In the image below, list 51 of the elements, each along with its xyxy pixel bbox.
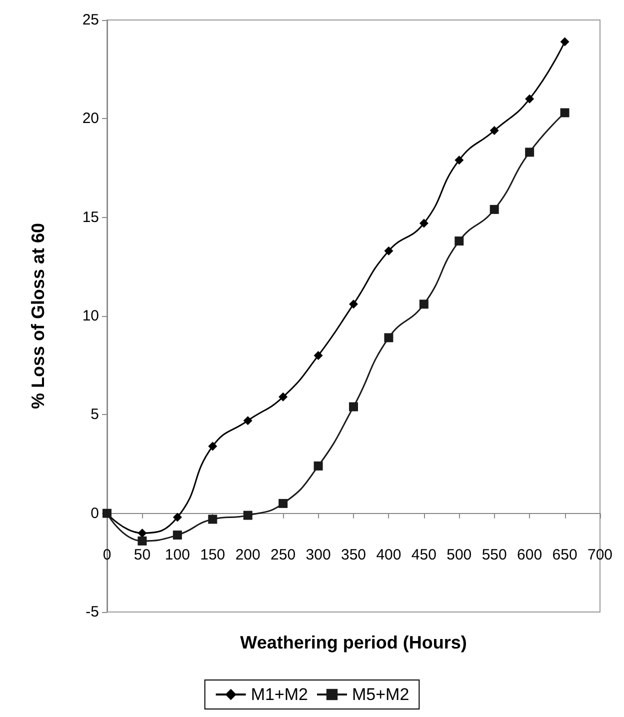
- x-tick-label: 50: [134, 546, 151, 564]
- x-tick-label: 650: [552, 546, 578, 564]
- x-tick-label: 0: [102, 546, 112, 564]
- x-tick-label: 550: [482, 546, 507, 564]
- y-tick-label: 10: [82, 308, 99, 324]
- point: [349, 300, 358, 309]
- x-tick-label: 200: [235, 546, 260, 564]
- point: [278, 498, 288, 508]
- point: [172, 512, 182, 522]
- point: [208, 442, 218, 451]
- point: [560, 108, 570, 118]
- point: [384, 333, 394, 342]
- y-tick-label: 5: [90, 406, 99, 424]
- point: [419, 218, 428, 228]
- point: [243, 416, 252, 426]
- x-tick-label: 700: [587, 546, 613, 564]
- point: [314, 461, 323, 470]
- x-axis-title: Weathering period (Hours): [240, 632, 467, 652]
- point: [560, 37, 570, 46]
- x-tick-label: 250: [270, 546, 296, 564]
- x-tick-label: 300: [306, 546, 331, 564]
- point: [278, 392, 288, 402]
- x-tick-label: 100: [164, 546, 190, 564]
- point: [243, 510, 252, 520]
- point: [454, 236, 464, 246]
- point: [525, 148, 534, 157]
- y-tick-label: 0: [90, 504, 99, 522]
- y-tick-label: 25: [82, 12, 99, 28]
- point: [490, 126, 499, 136]
- y-axis-title: % Loss of Gloss at 60: [28, 222, 48, 410]
- point: [490, 204, 499, 214]
- y-tick-label: -5: [86, 604, 99, 620]
- point: [419, 300, 428, 309]
- point: [384, 246, 394, 256]
- x-tick-label: 400: [376, 546, 402, 564]
- legend-label: M5+M2: [352, 685, 410, 704]
- point: [138, 536, 147, 546]
- x-tick-label: 350: [340, 546, 366, 564]
- x-tick-label: 600: [517, 546, 542, 564]
- point: [172, 530, 182, 540]
- x-tick-label: 450: [411, 546, 436, 564]
- point: [314, 350, 323, 360]
- point: [208, 514, 218, 524]
- x-tick-label: 500: [446, 546, 472, 564]
- y-tick-label: 15: [82, 208, 99, 226]
- point: [454, 156, 464, 165]
- y-tick-label: 20: [82, 110, 99, 128]
- point: [525, 94, 534, 104]
- x-tick-label: 150: [200, 546, 226, 564]
- point: [349, 402, 358, 412]
- legend-label: M1+M2: [250, 685, 308, 704]
